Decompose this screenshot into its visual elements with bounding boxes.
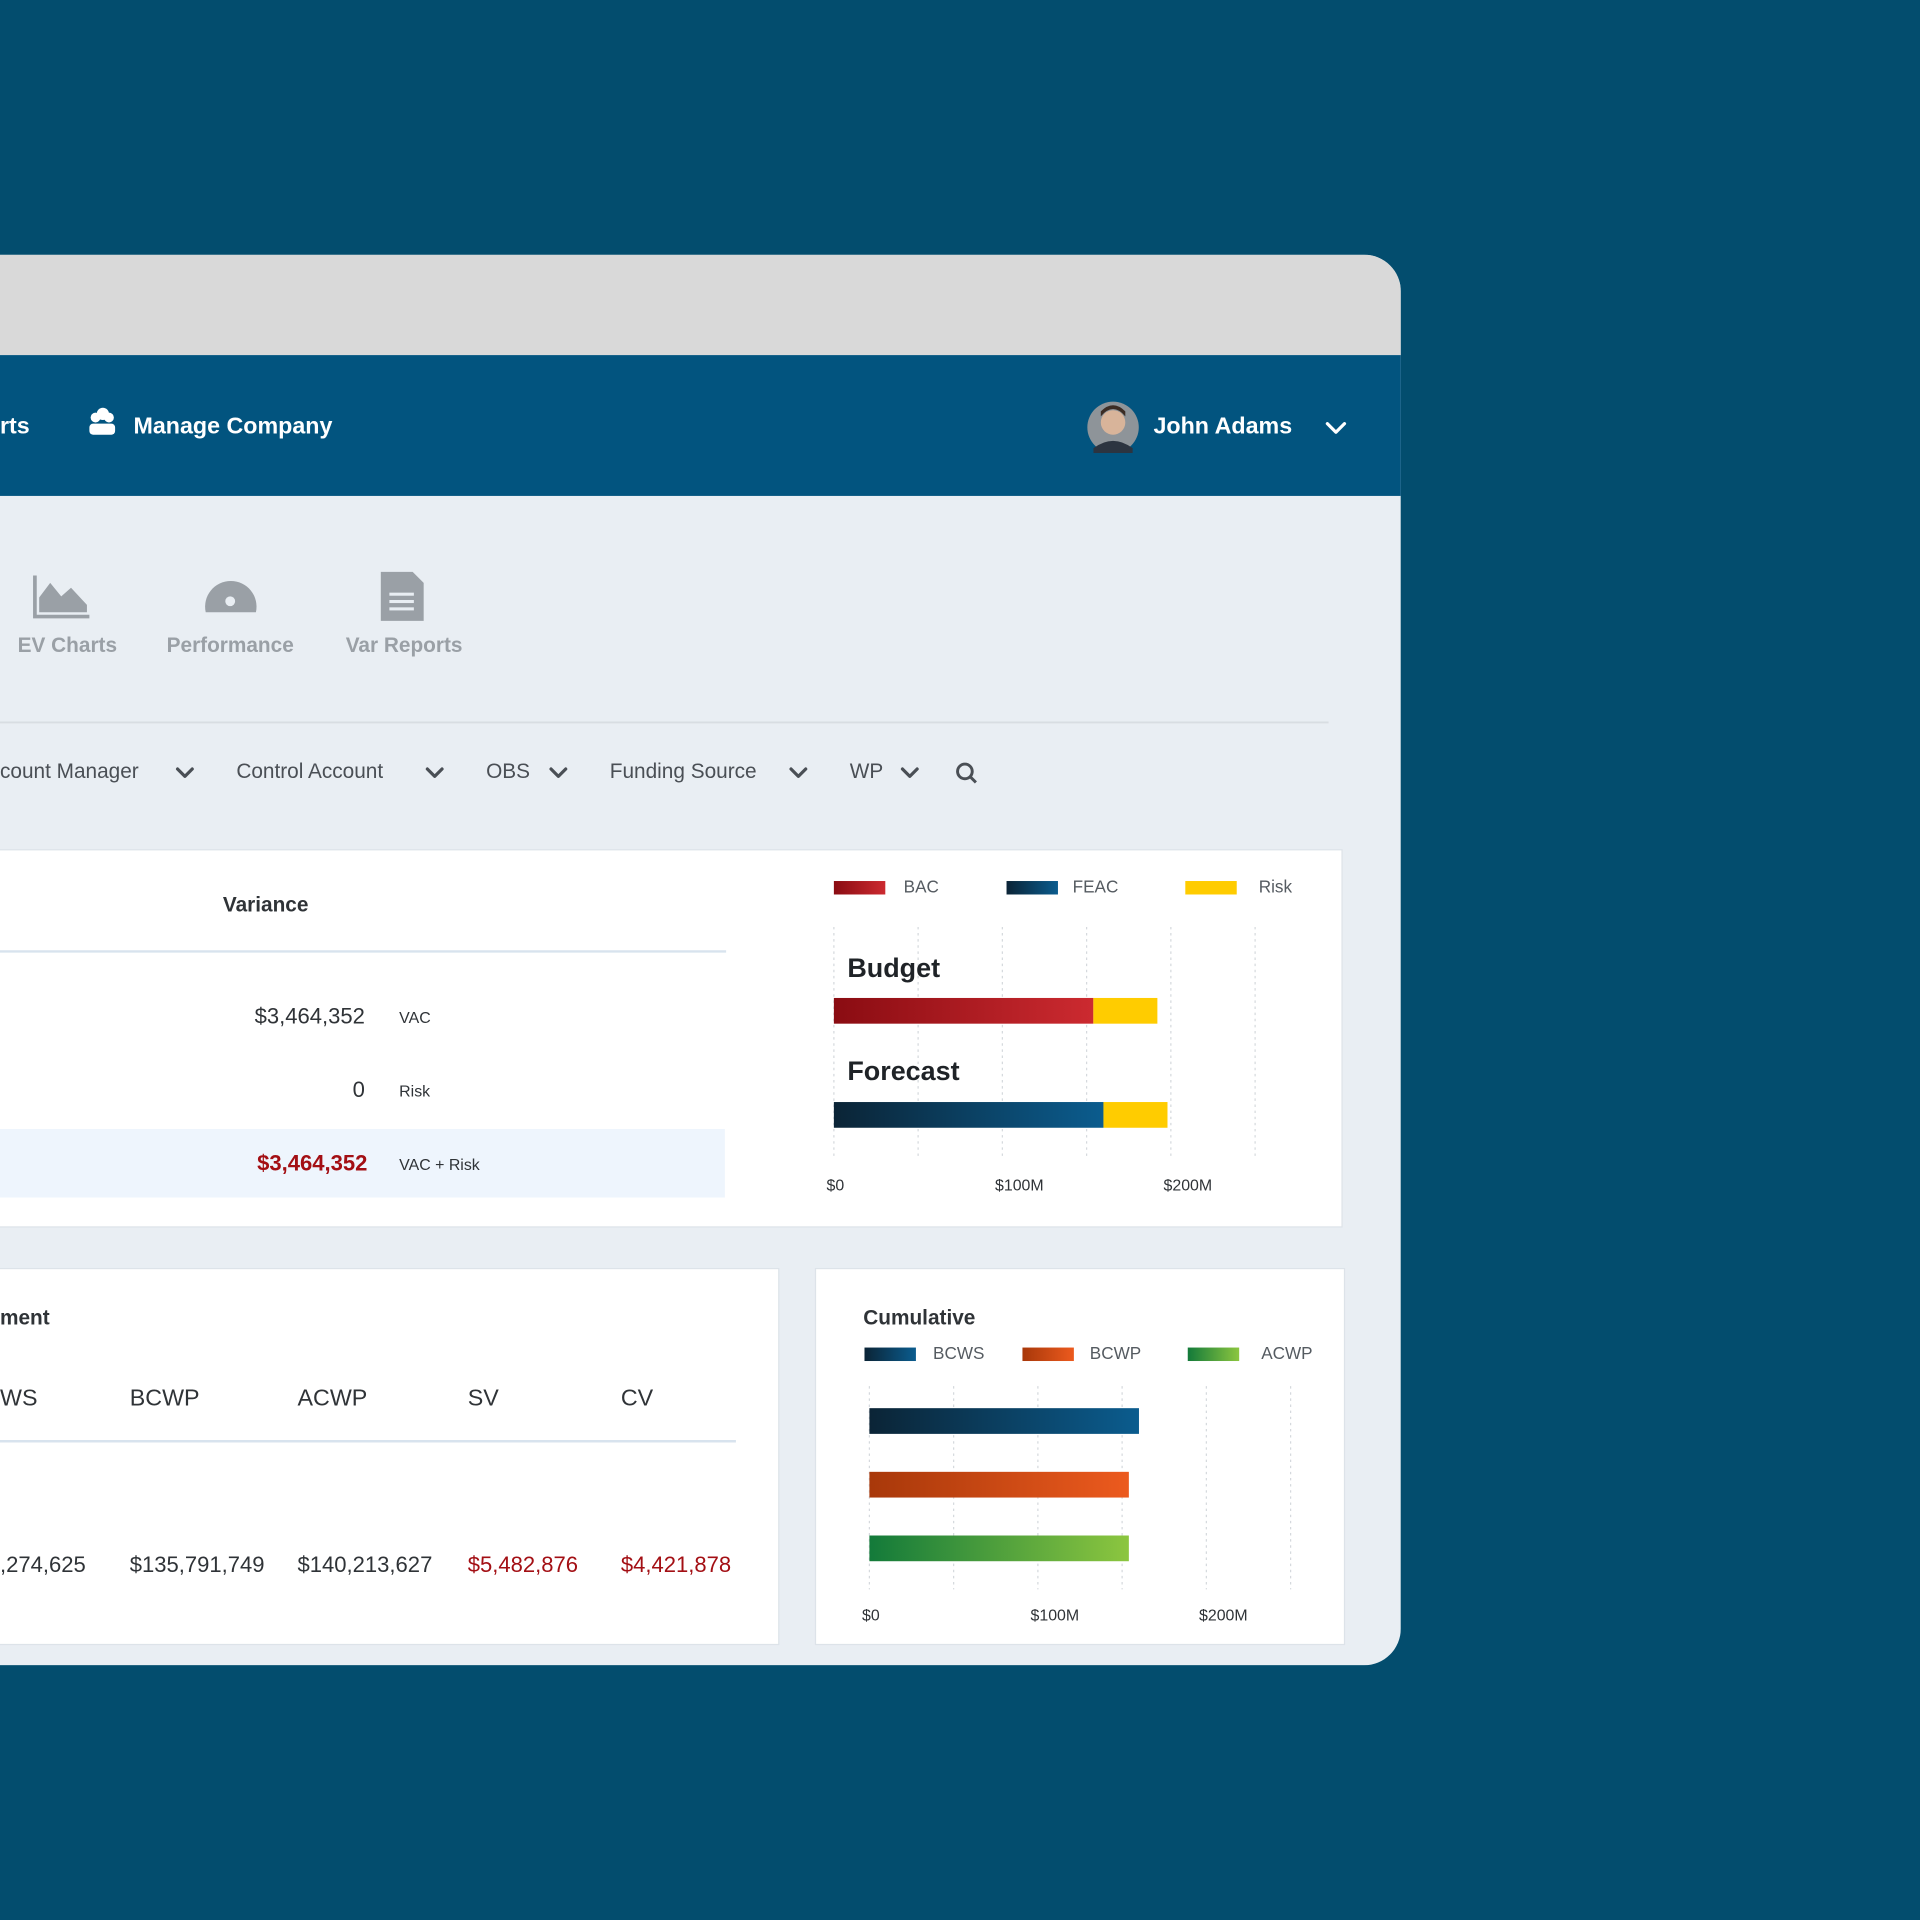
- cell: $135,791,749: [130, 1552, 265, 1577]
- column-header: Variance: [223, 894, 309, 917]
- legend-swatch: [1185, 881, 1237, 895]
- variance-value: 0: [353, 1077, 365, 1102]
- legend-label: Risk: [1259, 876, 1293, 896]
- bar: [1093, 997, 1158, 1024]
- toolbar-icons: [33, 571, 424, 621]
- legend-swatch: [1022, 1347, 1074, 1362]
- filter[interactable]: WP: [850, 760, 884, 783]
- user-name[interactable]: John Adams: [1153, 412, 1292, 438]
- legend-swatch: [1187, 1347, 1240, 1362]
- toolbar-item[interactable]: EV Charts: [18, 634, 117, 657]
- cell: ,274,625: [0, 1552, 86, 1577]
- chevron: [175, 767, 194, 778]
- nav-bar: [0, 355, 1401, 496]
- variance-label: Risk: [399, 1083, 430, 1100]
- legend-label: BAC: [904, 876, 939, 896]
- cell: $4,421,878: [621, 1552, 731, 1577]
- toolbar-item[interactable]: Performance: [167, 634, 294, 657]
- cell: $5,482,876: [468, 1552, 578, 1577]
- legend-label: ACWP: [1261, 1343, 1312, 1363]
- legend-swatch: [833, 881, 886, 895]
- column-header: ACWP: [298, 1385, 368, 1411]
- filter[interactable]: count Manager: [0, 760, 139, 783]
- chevron: [789, 767, 808, 778]
- bar: [869, 1535, 1129, 1562]
- legend-swatch: [864, 1347, 916, 1362]
- chevron: [900, 767, 919, 778]
- x-tick-label: $100M: [1031, 1608, 1080, 1625]
- chevron: [425, 767, 444, 778]
- category-label: Forecast: [847, 1056, 959, 1086]
- legend-swatch: [1006, 881, 1058, 895]
- category-label: Budget: [847, 953, 940, 983]
- legend-label: BCWP: [1090, 1343, 1141, 1363]
- filter[interactable]: OBS: [486, 760, 530, 783]
- bar: [833, 1102, 1104, 1128]
- bar: [869, 1471, 1129, 1498]
- cell: $140,213,627: [298, 1552, 433, 1577]
- chevron: [549, 767, 568, 778]
- bar: [1103, 1102, 1168, 1128]
- legend-label: FEAC: [1073, 876, 1119, 896]
- search-icon[interactable]: [956, 762, 977, 784]
- variance-value: $3,464,352: [257, 1150, 367, 1175]
- filter[interactable]: Funding Source: [610, 760, 757, 783]
- avatar: [1087, 401, 1139, 454]
- variance-label: VAC + Risk: [399, 1157, 480, 1174]
- x-tick-label: $0: [862, 1608, 880, 1625]
- filter[interactable]: Control Account: [236, 760, 383, 783]
- bar: [833, 997, 1094, 1024]
- team-icon: [89, 407, 116, 435]
- chevron: [1325, 422, 1347, 434]
- column-header: CV: [621, 1385, 654, 1411]
- card: [814, 1267, 1346, 1646]
- bar: [869, 1408, 1139, 1434]
- card: [0, 1267, 780, 1646]
- chart-title: Cumulative: [863, 1306, 975, 1329]
- variance-label: VAC: [399, 1010, 431, 1027]
- legend-label: BCWS: [933, 1343, 984, 1363]
- column-header: WS: [0, 1385, 37, 1411]
- nav-item[interactable]: rts: [0, 412, 30, 438]
- x-tick-label: $0: [827, 1178, 845, 1195]
- highlight-row: [0, 1128, 725, 1198]
- nav-item[interactable]: Manage Company: [133, 412, 332, 438]
- card-title: ment: [0, 1306, 50, 1329]
- column-header: SV: [468, 1385, 500, 1411]
- column-header: BCWP: [130, 1385, 200, 1411]
- toolbar-item[interactable]: Var Reports: [346, 634, 463, 657]
- x-tick-label: $200M: [1199, 1608, 1248, 1625]
- browser-bar: [0, 254, 1401, 356]
- x-tick-label: $200M: [1164, 1178, 1213, 1195]
- variance-value: $3,464,352: [255, 1003, 365, 1028]
- x-tick-label: $100M: [995, 1178, 1044, 1195]
